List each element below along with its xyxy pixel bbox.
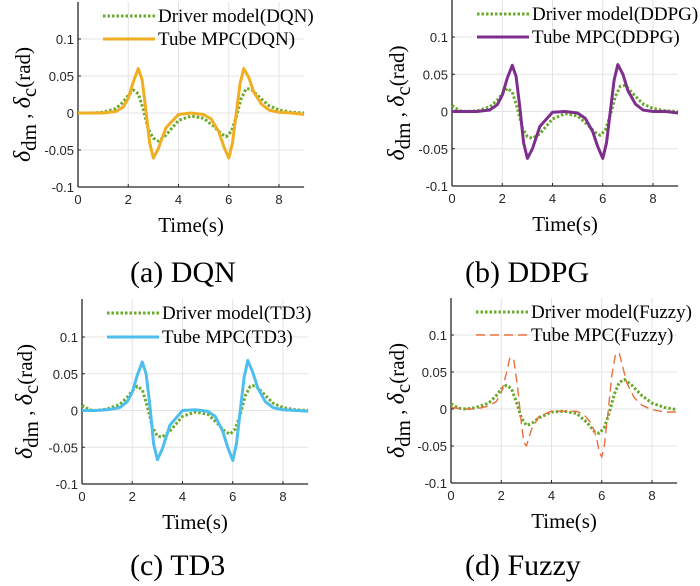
subplot-4: 0 2 4 6 8 -0.1 -0.05 0 0.05 0.1 Driver model(Fuzzy…	[384, 298, 692, 582]
subplot-2: 0 2 4 6 8 -0.1 -0.05 0 0.05 0.1 Driver model(DDPG)…	[384, 0, 698, 289]
legend-label: Driver model(Fuzzy)	[531, 302, 692, 323]
legend-label: Tube MPC(DDPG)	[532, 27, 680, 48]
x-tick-label: 0	[448, 191, 455, 206]
x-tick-label: 4	[548, 488, 555, 503]
y-tick-label: 0.05	[53, 367, 78, 382]
x-tick-label: 6	[229, 489, 236, 504]
y-tick-label: -0.05	[417, 439, 447, 454]
y-tick-label: -0.1	[425, 476, 447, 491]
y-tick-label: -0.05	[44, 143, 74, 158]
subplot-caption: (d) Fuzzy	[465, 549, 581, 582]
y-tick-label: -0.1	[56, 477, 78, 492]
x-tick-label: 0	[74, 192, 81, 207]
series-line-tube-mpc	[450, 352, 678, 458]
legend-label: Driver model(TD3)	[162, 303, 311, 324]
x-tick-label: 6	[225, 192, 232, 207]
y-tick-label: 0.1	[56, 32, 74, 47]
y-tick-label: 0	[440, 402, 447, 417]
x-tick-label: 8	[279, 489, 286, 504]
x-tick-label: 2	[125, 192, 132, 207]
y-axis-label: δdm , δc(rad)	[384, 45, 415, 160]
subplot-caption: (b) DDPG	[465, 256, 589, 289]
x-tick-label: 8	[275, 192, 282, 207]
y-tick-label: 0.05	[423, 67, 448, 82]
y-axis-label: δdm , δc(rad)	[384, 343, 415, 458]
y-tick-label: 0.1	[60, 330, 78, 345]
y-tick-label: -0.1	[426, 179, 448, 194]
legend-label: Tube MPC(Fuzzy)	[531, 325, 673, 346]
legend-label: Driver model(DQN)	[158, 6, 314, 27]
x-tick-label: 2	[499, 191, 506, 206]
y-tick-label: 0.05	[422, 365, 447, 380]
x-tick-label: 2	[129, 489, 136, 504]
series-line-tube-mpc	[78, 67, 305, 160]
series-line-tube-mpc	[82, 359, 309, 462]
legend-label: Driver model(DDPG)	[532, 4, 698, 25]
x-tick-label: 4	[549, 191, 556, 206]
series-line-driver-model	[78, 87, 305, 143]
x-tick-label: 4	[175, 192, 182, 207]
x-axis-label: Time(s)	[532, 212, 598, 236]
y-tick-label: 0.1	[430, 30, 448, 45]
y-tick-label: 0	[67, 106, 74, 121]
subplot-3: 0 2 4 6 8 -0.1 -0.05 0 0.05 0.1 Driver model(TD3) T…	[12, 299, 311, 582]
y-axis-label: δdm , δc(rad)	[10, 47, 41, 162]
y-tick-label: 0.05	[49, 69, 74, 84]
x-axis-label: Time(s)	[162, 510, 228, 534]
series-line-tube-mpc	[452, 63, 679, 160]
x-tick-label: 8	[649, 191, 656, 206]
x-axis-label: Time(s)	[158, 213, 224, 237]
y-tick-label: -0.05	[418, 142, 448, 157]
series-line-driver-model	[450, 377, 678, 435]
x-tick-label: 0	[447, 488, 454, 503]
legend-label: Tube MPC(DQN)	[158, 29, 295, 50]
x-tick-label: 6	[599, 191, 606, 206]
y-tick-label: -0.1	[52, 180, 74, 195]
x-tick-label: 6	[598, 488, 605, 503]
y-tick-label: 0	[71, 404, 78, 419]
x-tick-label: 8	[648, 488, 655, 503]
x-axis-label: Time(s)	[531, 509, 597, 533]
y-tick-label: -0.05	[48, 440, 78, 455]
subplot-caption: (a) DQN	[130, 256, 236, 289]
x-tick-label: 4	[179, 489, 186, 504]
x-tick-label: 2	[498, 488, 505, 503]
series-line-driver-model	[451, 83, 679, 140]
y-axis-label: δdm , δc(rad)	[12, 344, 43, 459]
legend-label: Tube MPC(TD3)	[162, 327, 293, 348]
x-tick-label: 0	[78, 489, 85, 504]
subplot-caption: (c) TD3	[130, 549, 225, 582]
y-tick-label: 0.1	[429, 328, 447, 343]
y-tick-label: 0	[441, 105, 448, 120]
